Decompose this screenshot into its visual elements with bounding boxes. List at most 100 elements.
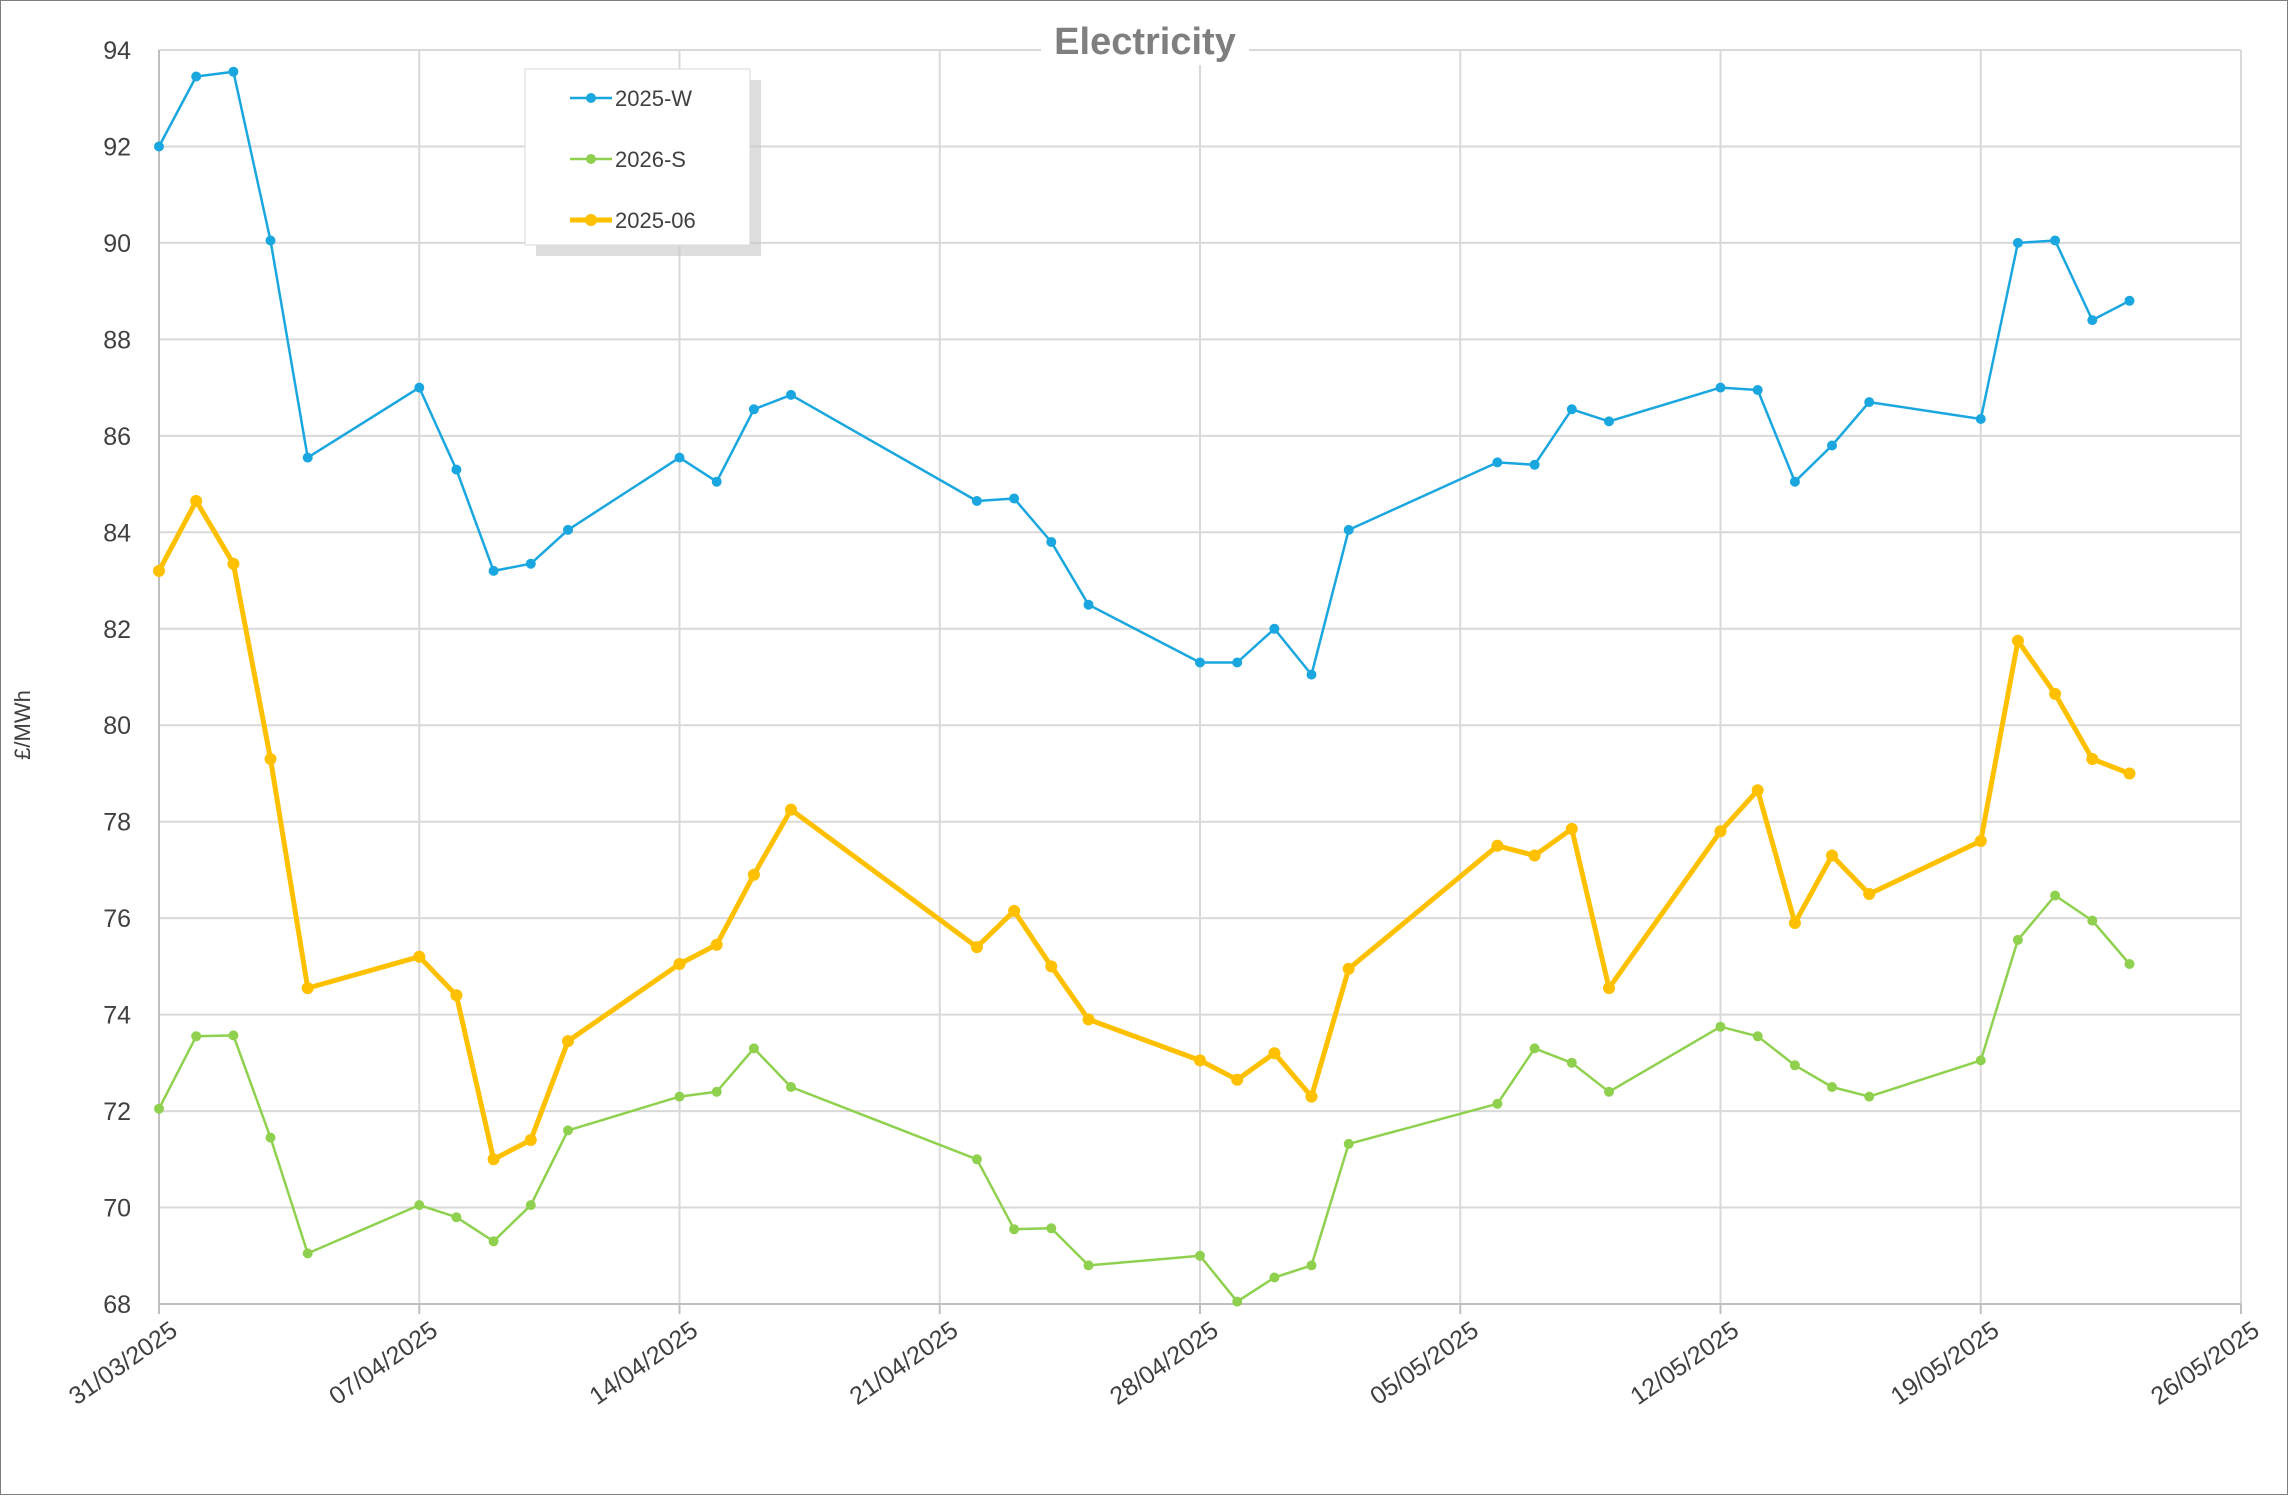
data-point <box>1306 669 1317 680</box>
data-point <box>2087 315 2098 326</box>
data-point <box>2012 934 2023 945</box>
legend-label: 2025-W <box>615 86 692 111</box>
data-point <box>785 803 797 816</box>
data-point <box>1232 1296 1243 1307</box>
data-point <box>1974 835 1987 847</box>
data-point <box>971 1154 982 1165</box>
data-point <box>1083 1260 1094 1271</box>
data-point <box>414 1200 425 1211</box>
data-point <box>1788 917 1801 929</box>
data-point <box>1604 416 1614 427</box>
legend: 2025-W 2026-S 2025-06 <box>524 68 761 256</box>
data-point <box>488 1236 499 1247</box>
data-point <box>711 476 722 487</box>
data-point <box>154 1103 164 1114</box>
data-point <box>451 1212 462 1223</box>
data-point <box>265 1132 276 1143</box>
data-point <box>1529 1043 1540 1054</box>
data-point <box>673 958 686 970</box>
data-point <box>1752 385 1763 395</box>
data-point <box>1827 440 1837 451</box>
data-point <box>2086 753 2099 765</box>
data-point <box>711 1086 722 1097</box>
chart-title: Electricity <box>1054 21 1236 63</box>
grid-lines <box>159 49 2242 1304</box>
y-tick-label: 76 <box>103 905 131 933</box>
title-background <box>1041 9 1249 65</box>
x-tick-label: 26/05/2025 <box>2146 1316 2265 1411</box>
x-tick-label: 19/05/2025 <box>1886 1316 2005 1411</box>
y-tick-label: 86 <box>103 423 131 451</box>
data-point <box>1826 849 1838 862</box>
data-point <box>525 1200 536 1211</box>
axes <box>158 50 2242 1314</box>
y-tick-label: 92 <box>103 133 131 161</box>
data-point <box>451 464 462 475</box>
y-tick-label: 74 <box>103 1002 131 1030</box>
data-point <box>1975 414 1986 424</box>
data-point <box>1566 1057 1577 1068</box>
y-tick-label: 84 <box>103 519 131 547</box>
data-point <box>970 941 983 954</box>
data-point <box>228 1030 239 1041</box>
data-point <box>1195 1250 1205 1261</box>
data-point <box>1714 825 1727 838</box>
data-point <box>302 1248 313 1259</box>
data-point <box>1343 1138 1354 1149</box>
data-point <box>1268 1047 1281 1060</box>
data-point <box>1863 888 1876 900</box>
data-point <box>2087 915 2098 926</box>
data-point <box>2012 237 2023 248</box>
legend-label: 2026-S <box>615 147 686 172</box>
x-tick-label: 14/04/2025 <box>584 1316 703 1411</box>
data-point <box>1269 1272 1280 1283</box>
data-point <box>524 1134 537 1146</box>
data-point <box>190 495 203 507</box>
data-point <box>1529 459 1540 470</box>
series-2026-S <box>154 890 2135 1307</box>
data-point <box>748 1043 759 1054</box>
data-point <box>154 141 164 152</box>
data-point <box>1343 524 1354 535</box>
data-point <box>674 452 685 463</box>
legend-box <box>524 68 751 246</box>
data-point <box>748 404 759 415</box>
data-point <box>1565 822 1578 835</box>
data-point <box>2050 890 2061 901</box>
data-point <box>1752 1031 1763 1042</box>
y-tick-label: 90 <box>103 230 131 258</box>
legend-swatch-marker <box>586 154 596 164</box>
data-point <box>1491 839 1504 852</box>
data-point <box>1789 1060 1800 1071</box>
data-point <box>487 1153 500 1166</box>
x-tick-label: 12/05/2025 <box>1625 1316 1744 1411</box>
data-point <box>1975 1055 1986 1066</box>
data-point <box>1045 960 1058 973</box>
data-point <box>1528 849 1541 862</box>
data-point <box>153 564 165 577</box>
series-line-2025-06 <box>156 498 2131 1162</box>
data-point <box>1195 657 1205 668</box>
data-point <box>191 1031 202 1042</box>
series-lines <box>153 66 2136 1307</box>
data-point <box>2049 687 2062 700</box>
data-point <box>971 496 982 506</box>
data-point <box>1269 623 1280 634</box>
data-point <box>1715 382 1726 393</box>
data-point <box>1231 1073 1244 1086</box>
data-point <box>2124 959 2135 969</box>
data-point <box>2123 767 2136 780</box>
y-tick-label: 80 <box>103 712 131 740</box>
data-point <box>2011 634 2024 647</box>
data-point <box>1306 1260 1317 1271</box>
y-tick-label: 88 <box>103 326 131 354</box>
x-tick-label: 28/04/2025 <box>1105 1316 1224 1411</box>
data-point <box>1046 1223 1057 1234</box>
data-point <box>1715 1021 1726 1032</box>
data-point <box>2050 235 2061 246</box>
data-point <box>1751 784 1764 797</box>
series-2025-W <box>154 66 2135 680</box>
series-line-2025-W <box>157 70 2131 676</box>
